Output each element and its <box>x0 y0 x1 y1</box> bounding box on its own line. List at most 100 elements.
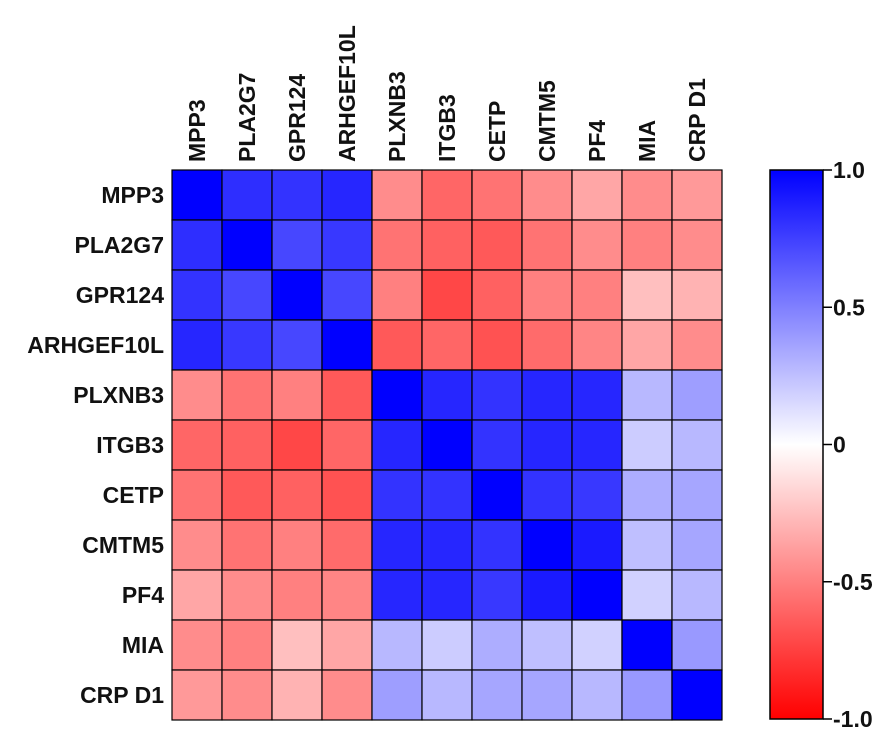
cell-cetp-arhgef10l <box>321 469 373 521</box>
cell-cetp-pf4 <box>571 469 623 521</box>
cell-itgb3-mpp3 <box>171 419 223 471</box>
col-label-gpr124: GPR124 <box>284 74 310 162</box>
cell-pla2g7-cmtm5 <box>521 219 573 271</box>
cell-mia-cetp <box>471 619 523 671</box>
cell-arhgef10l-cetp <box>471 319 523 371</box>
cell-gpr124-cetp <box>471 269 523 321</box>
cell-plxnb3-plxnb3 <box>371 369 423 421</box>
cell-mia-mia <box>621 619 673 671</box>
cell-arhgef10l-arhgef10l <box>321 319 373 371</box>
col-label-pla2g7: PLA2G7 <box>234 73 260 162</box>
col-label-cmtm5: CMTM5 <box>534 80 560 162</box>
cell-crp-d1-plxnb3 <box>371 669 423 721</box>
row-label-mia: MIA <box>122 632 164 658</box>
cell-arhgef10l-pla2g7 <box>221 319 273 371</box>
cell-plxnb3-gpr124 <box>271 369 323 421</box>
cell-pf4-cetp <box>471 569 523 621</box>
cell-pf4-cmtm5 <box>521 569 573 621</box>
cell-itgb3-pla2g7 <box>221 419 273 471</box>
cell-gpr124-gpr124 <box>271 269 323 321</box>
cell-crp-d1-gpr124 <box>271 669 323 721</box>
cell-crp-d1-mpp3 <box>171 669 223 721</box>
cell-mia-mpp3 <box>171 619 223 671</box>
column-labels: MPP3 PLA2G7 GPR124 ARHGEF10L PLXNB3 ITGB3 CETP… <box>184 25 710 162</box>
cell-itgb3-crp-d1 <box>671 419 723 471</box>
cell-pla2g7-pf4 <box>571 219 623 271</box>
cell-pla2g7-itgb3 <box>421 219 473 271</box>
cell-pf4-itgb3 <box>421 569 473 621</box>
cell-mia-pla2g7 <box>221 619 273 671</box>
col-label-itgb3: ITGB3 <box>434 94 460 162</box>
cell-plxnb3-mpp3 <box>171 369 223 421</box>
cell-plxnb3-itgb3 <box>421 369 473 421</box>
cell-cetp-crp-d1 <box>671 469 723 521</box>
colorbar <box>769 169 824 720</box>
cell-mpp3-mpp3 <box>171 169 223 221</box>
cell-crp-d1-crp-d1 <box>671 669 723 721</box>
cell-cmtm5-pla2g7 <box>221 519 273 571</box>
cell-cetp-pla2g7 <box>221 469 273 521</box>
cell-cmtm5-cmtm5 <box>521 519 573 571</box>
cell-mia-cmtm5 <box>521 619 573 671</box>
cell-arhgef10l-itgb3 <box>421 319 473 371</box>
cell-plxnb3-cetp <box>471 369 523 421</box>
colorbar-tick-label: 0.5 <box>833 294 865 320</box>
cell-mpp3-cmtm5 <box>521 169 573 221</box>
cell-mpp3-gpr124 <box>271 169 323 221</box>
cell-arhgef10l-plxnb3 <box>371 319 423 371</box>
cell-gpr124-cmtm5 <box>521 269 573 321</box>
cell-mpp3-pf4 <box>571 169 623 221</box>
cell-itgb3-plxnb3 <box>371 419 423 471</box>
cell-crp-d1-pla2g7 <box>221 669 273 721</box>
cell-cetp-plxnb3 <box>371 469 423 521</box>
cell-cmtm5-cetp <box>471 519 523 571</box>
cell-gpr124-mia <box>621 269 673 321</box>
cell-cetp-cmtm5 <box>521 469 573 521</box>
cell-pf4-mpp3 <box>171 569 223 621</box>
cell-pf4-pf4 <box>571 569 623 621</box>
cell-plxnb3-pla2g7 <box>221 369 273 421</box>
cell-mia-arhgef10l <box>321 619 373 671</box>
cell-itgb3-gpr124 <box>271 419 323 471</box>
cell-pla2g7-mia <box>621 219 673 271</box>
row-label-gpr124: GPR124 <box>76 282 164 308</box>
cell-crp-d1-mia <box>621 669 673 721</box>
cell-cmtm5-itgb3 <box>421 519 473 571</box>
cell-pf4-pla2g7 <box>221 569 273 621</box>
cell-cetp-gpr124 <box>271 469 323 521</box>
col-label-crp-d1: CRP D1 <box>684 78 710 162</box>
cell-pla2g7-gpr124 <box>271 219 323 271</box>
cell-cmtm5-mpp3 <box>171 519 223 571</box>
cell-mia-itgb3 <box>421 619 473 671</box>
cell-arhgef10l-pf4 <box>571 319 623 371</box>
cell-crp-d1-arhgef10l <box>321 669 373 721</box>
col-label-cetp: CETP <box>484 101 510 162</box>
cell-arhgef10l-mpp3 <box>171 319 223 371</box>
row-label-cetp: CETP <box>103 482 164 508</box>
col-label-arhgef10l: ARHGEF10L <box>334 25 360 162</box>
col-label-plxnb3: PLXNB3 <box>384 71 410 162</box>
cell-cetp-mpp3 <box>171 469 223 521</box>
row-label-mpp3: MPP3 <box>101 182 164 208</box>
cell-gpr124-crp-d1 <box>671 269 723 321</box>
cell-mia-pf4 <box>571 619 623 671</box>
cell-plxnb3-crp-d1 <box>671 369 723 421</box>
cell-cetp-mia <box>621 469 673 521</box>
cell-pla2g7-plxnb3 <box>371 219 423 271</box>
cell-mpp3-crp-d1 <box>671 169 723 221</box>
row-label-cmtm5: CMTM5 <box>82 532 164 558</box>
cell-pla2g7-pla2g7 <box>221 219 273 271</box>
cell-arhgef10l-crp-d1 <box>671 319 723 371</box>
cell-crp-d1-cetp <box>471 669 523 721</box>
cell-arhgef10l-cmtm5 <box>521 319 573 371</box>
row-label-crp-d1: CRP D1 <box>80 682 164 708</box>
cell-itgb3-cmtm5 <box>521 419 573 471</box>
cell-plxnb3-mia <box>621 369 673 421</box>
cell-pf4-plxnb3 <box>371 569 423 621</box>
cell-pf4-mia <box>621 569 673 621</box>
cell-mpp3-pla2g7 <box>221 169 273 221</box>
colorbar-tick-label: -0.5 <box>833 569 873 595</box>
cell-itgb3-pf4 <box>571 419 623 471</box>
cell-pla2g7-crp-d1 <box>671 219 723 271</box>
